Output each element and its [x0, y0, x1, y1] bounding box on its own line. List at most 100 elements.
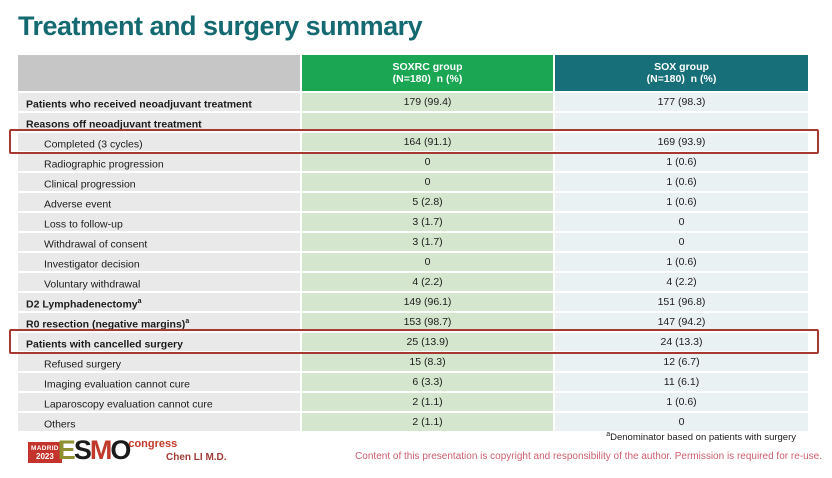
table-body: Patients who received neoadjuvant treatm…	[9, 93, 819, 431]
row-label-text: Patients with cancelled surgery	[26, 338, 183, 351]
sox-group-sublabel: (N=180) n (%)	[646, 73, 717, 85]
table-row: Patients with cancelled surgery 25 (13.9…	[9, 329, 819, 354]
sox-value	[555, 113, 808, 131]
row-label-superscript: a	[185, 318, 190, 325]
year-label: 2023	[36, 452, 54, 461]
esmo-letter-s: S	[73, 435, 92, 465]
esmo-letter-o: O	[110, 435, 131, 465]
table-row: Loss to follow-up 3 (1.7) 0	[18, 213, 808, 231]
esmo-congress-logo: MADRID 2023 ESMO congress	[28, 437, 177, 464]
row-label-text: Clinical progression	[44, 178, 136, 191]
table-row: Reasons off neoadjuvant treatment	[18, 113, 808, 131]
table-row: Withdrawal of consent 3 (1.7) 0	[18, 233, 808, 251]
sox-value: 24 (13.3)	[555, 333, 808, 351]
sox-value: 1 (0.6)	[555, 173, 808, 191]
row-label-text: Withdrawal of consent	[44, 238, 148, 251]
footnote-superscript: a	[606, 431, 611, 438]
row-label: Patients with cancelled surgery	[18, 333, 300, 351]
col-header-sox: SOX group (N=180) n (%)	[555, 55, 808, 91]
sox-value: 1 (0.6)	[555, 153, 808, 171]
row-label: Laparoscopy evaluation cannot cure	[18, 393, 300, 411]
soxrc-value: 179 (99.4)	[302, 93, 553, 111]
row-label: Investigator decision	[18, 253, 300, 271]
congress-label: congress	[128, 438, 178, 450]
sox-value: 0	[555, 233, 808, 251]
row-label-text: Laparoscopy evaluation cannot cure	[44, 398, 213, 411]
row-label: Loss to follow-up	[18, 213, 300, 231]
row-label-text: Adverse event	[44, 198, 112, 211]
soxrc-value: 0	[302, 173, 553, 191]
col-header-soxrc: SOXRC group (N=180) n (%)	[302, 55, 553, 91]
soxrc-value: 164 (91.1)	[302, 133, 553, 151]
table-row: Laparoscopy evaluation cannot cure 2 (1.…	[18, 393, 808, 411]
table-row: Patients who received neoadjuvant treatm…	[18, 93, 808, 111]
sox-value: 0	[555, 213, 808, 231]
soxrc-value: 149 (96.1)	[302, 293, 553, 311]
madrid-label: MADRID	[31, 445, 59, 452]
row-label-text: Patients who received neoadjuvant treatm…	[26, 98, 252, 111]
row-label-text: Others	[44, 418, 76, 431]
soxrc-group-label: SOXRC group	[392, 61, 463, 73]
soxrc-value: 6 (3.3)	[302, 373, 553, 391]
row-label: Others	[18, 413, 300, 431]
table-header-row: SOXRC group (N=180) n (%) SOX group (N=1…	[18, 55, 808, 91]
copyright-disclaimer: Content of this presentation is copyrigh…	[355, 451, 822, 462]
table-row: Refused surgery 15 (8.3) 12 (6.7)	[18, 353, 808, 371]
row-label: R0 resection (negative margins)a	[18, 313, 300, 331]
table-row: Others 2 (1.1) 0	[18, 413, 808, 431]
row-label-text: Investigator decision	[44, 258, 140, 271]
soxrc-value: 25 (13.9)	[302, 333, 553, 351]
row-label-text: Radiographic progression	[44, 158, 164, 171]
sox-value: 169 (93.9)	[555, 133, 808, 151]
sox-value: 11 (6.1)	[555, 373, 808, 391]
soxrc-value: 0	[302, 153, 553, 171]
soxrc-value: 2 (1.1)	[302, 393, 553, 411]
row-label: Voluntary withdrawal	[18, 273, 300, 291]
soxrc-value: 3 (1.7)	[302, 213, 553, 231]
row-label: Refused surgery	[18, 353, 300, 371]
row-label-text: D2 Lymphadenectomy	[26, 298, 138, 311]
soxrc-value: 15 (8.3)	[302, 353, 553, 371]
soxrc-value: 4 (2.2)	[302, 273, 553, 291]
row-label: Clinical progression	[18, 173, 300, 191]
table-row: D2 Lymphadenectomya 149 (96.1) 151 (96.8…	[18, 293, 808, 311]
table-row: R0 resection (negative margins)a 153 (98…	[18, 313, 808, 331]
esmo-letter-e: E	[57, 435, 76, 465]
table-row: Clinical progression 0 1 (0.6)	[18, 173, 808, 191]
sox-value: 1 (0.6)	[555, 193, 808, 211]
sox-value: 177 (98.3)	[555, 93, 808, 111]
sox-value: 12 (6.7)	[555, 353, 808, 371]
table-row: Adverse event 5 (2.8) 1 (0.6)	[18, 193, 808, 211]
sox-value: 147 (94.2)	[555, 313, 808, 331]
row-label-text: Completed (3 cycles)	[44, 138, 143, 151]
row-label: Radiographic progression	[18, 153, 300, 171]
soxrc-value: 0	[302, 253, 553, 271]
author-name: Chen LI M.D.	[166, 452, 227, 463]
row-label: Reasons off neoadjuvant treatment	[18, 113, 300, 131]
col-header-empty	[18, 55, 300, 91]
table-row: Imaging evaluation cannot cure 6 (3.3) 1…	[18, 373, 808, 391]
table-row: Radiographic progression 0 1 (0.6)	[18, 153, 808, 171]
table-footnote: aDenominator based on patients with surg…	[606, 431, 796, 443]
row-label-text: R0 resection (negative margins)	[26, 318, 186, 331]
soxrc-value: 3 (1.7)	[302, 233, 553, 251]
row-label: Adverse event	[18, 193, 300, 211]
table-row: Voluntary withdrawal 4 (2.2) 4 (2.2)	[18, 273, 808, 291]
madrid-2023-badge: MADRID 2023	[28, 442, 62, 463]
row-label: Imaging evaluation cannot cure	[18, 373, 300, 391]
sox-value: 4 (2.2)	[555, 273, 808, 291]
esmo-wordmark: ESMO	[57, 435, 132, 465]
row-label: Completed (3 cycles)	[18, 133, 300, 151]
row-label-text: Voluntary withdrawal	[44, 278, 141, 291]
row-label: D2 Lymphadenectomya	[18, 293, 300, 311]
summary-table: SOXRC group (N=180) n (%) SOX group (N=1…	[9, 55, 819, 431]
table-row: Investigator decision 0 1 (0.6)	[18, 253, 808, 271]
footnote-text: Denominator based on patients with surge…	[610, 432, 796, 444]
row-label: Withdrawal of consent	[18, 233, 300, 251]
sox-group-label: SOX group	[654, 61, 709, 73]
row-label-text: Refused surgery	[44, 358, 122, 371]
soxrc-value: 2 (1.1)	[302, 413, 553, 431]
sox-value: 1 (0.6)	[555, 393, 808, 411]
row-label-superscript: a	[137, 298, 142, 305]
